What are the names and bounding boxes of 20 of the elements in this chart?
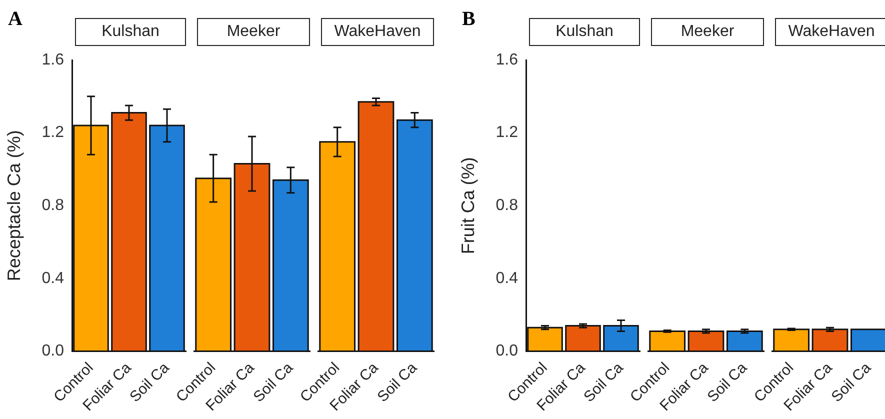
text: A: [8, 8, 22, 31]
y-tick-label: 0.4: [496, 270, 518, 287]
y-tick-label: 1.2: [42, 124, 64, 142]
y-tick-label: 1.2: [496, 124, 518, 142]
y-axis-title: Receptacle Ca (%): [4, 130, 24, 282]
chart-title: Meeker: [197, 18, 310, 46]
y-tick-label: 0.8: [42, 197, 64, 214]
y-tick-label: 0.0: [496, 342, 518, 360]
y-tick-label: 0.8: [496, 197, 518, 214]
y-tick-label: 1.6: [42, 51, 64, 68]
chart-title: Kulshan: [75, 18, 186, 46]
y-tick-label: 0.4: [42, 270, 64, 287]
y-tick-label: 0.0: [42, 342, 64, 360]
chart-title: Meeker: [651, 18, 764, 46]
chart-title: WakeHaven: [775, 18, 885, 46]
y-axis-title: Fruit Ca (%): [458, 157, 478, 254]
y-tick-label: 1.6: [496, 51, 518, 68]
chart-title: Kulshan: [529, 18, 640, 46]
text: B: [462, 8, 476, 31]
chart-title: WakeHaven: [321, 18, 434, 46]
